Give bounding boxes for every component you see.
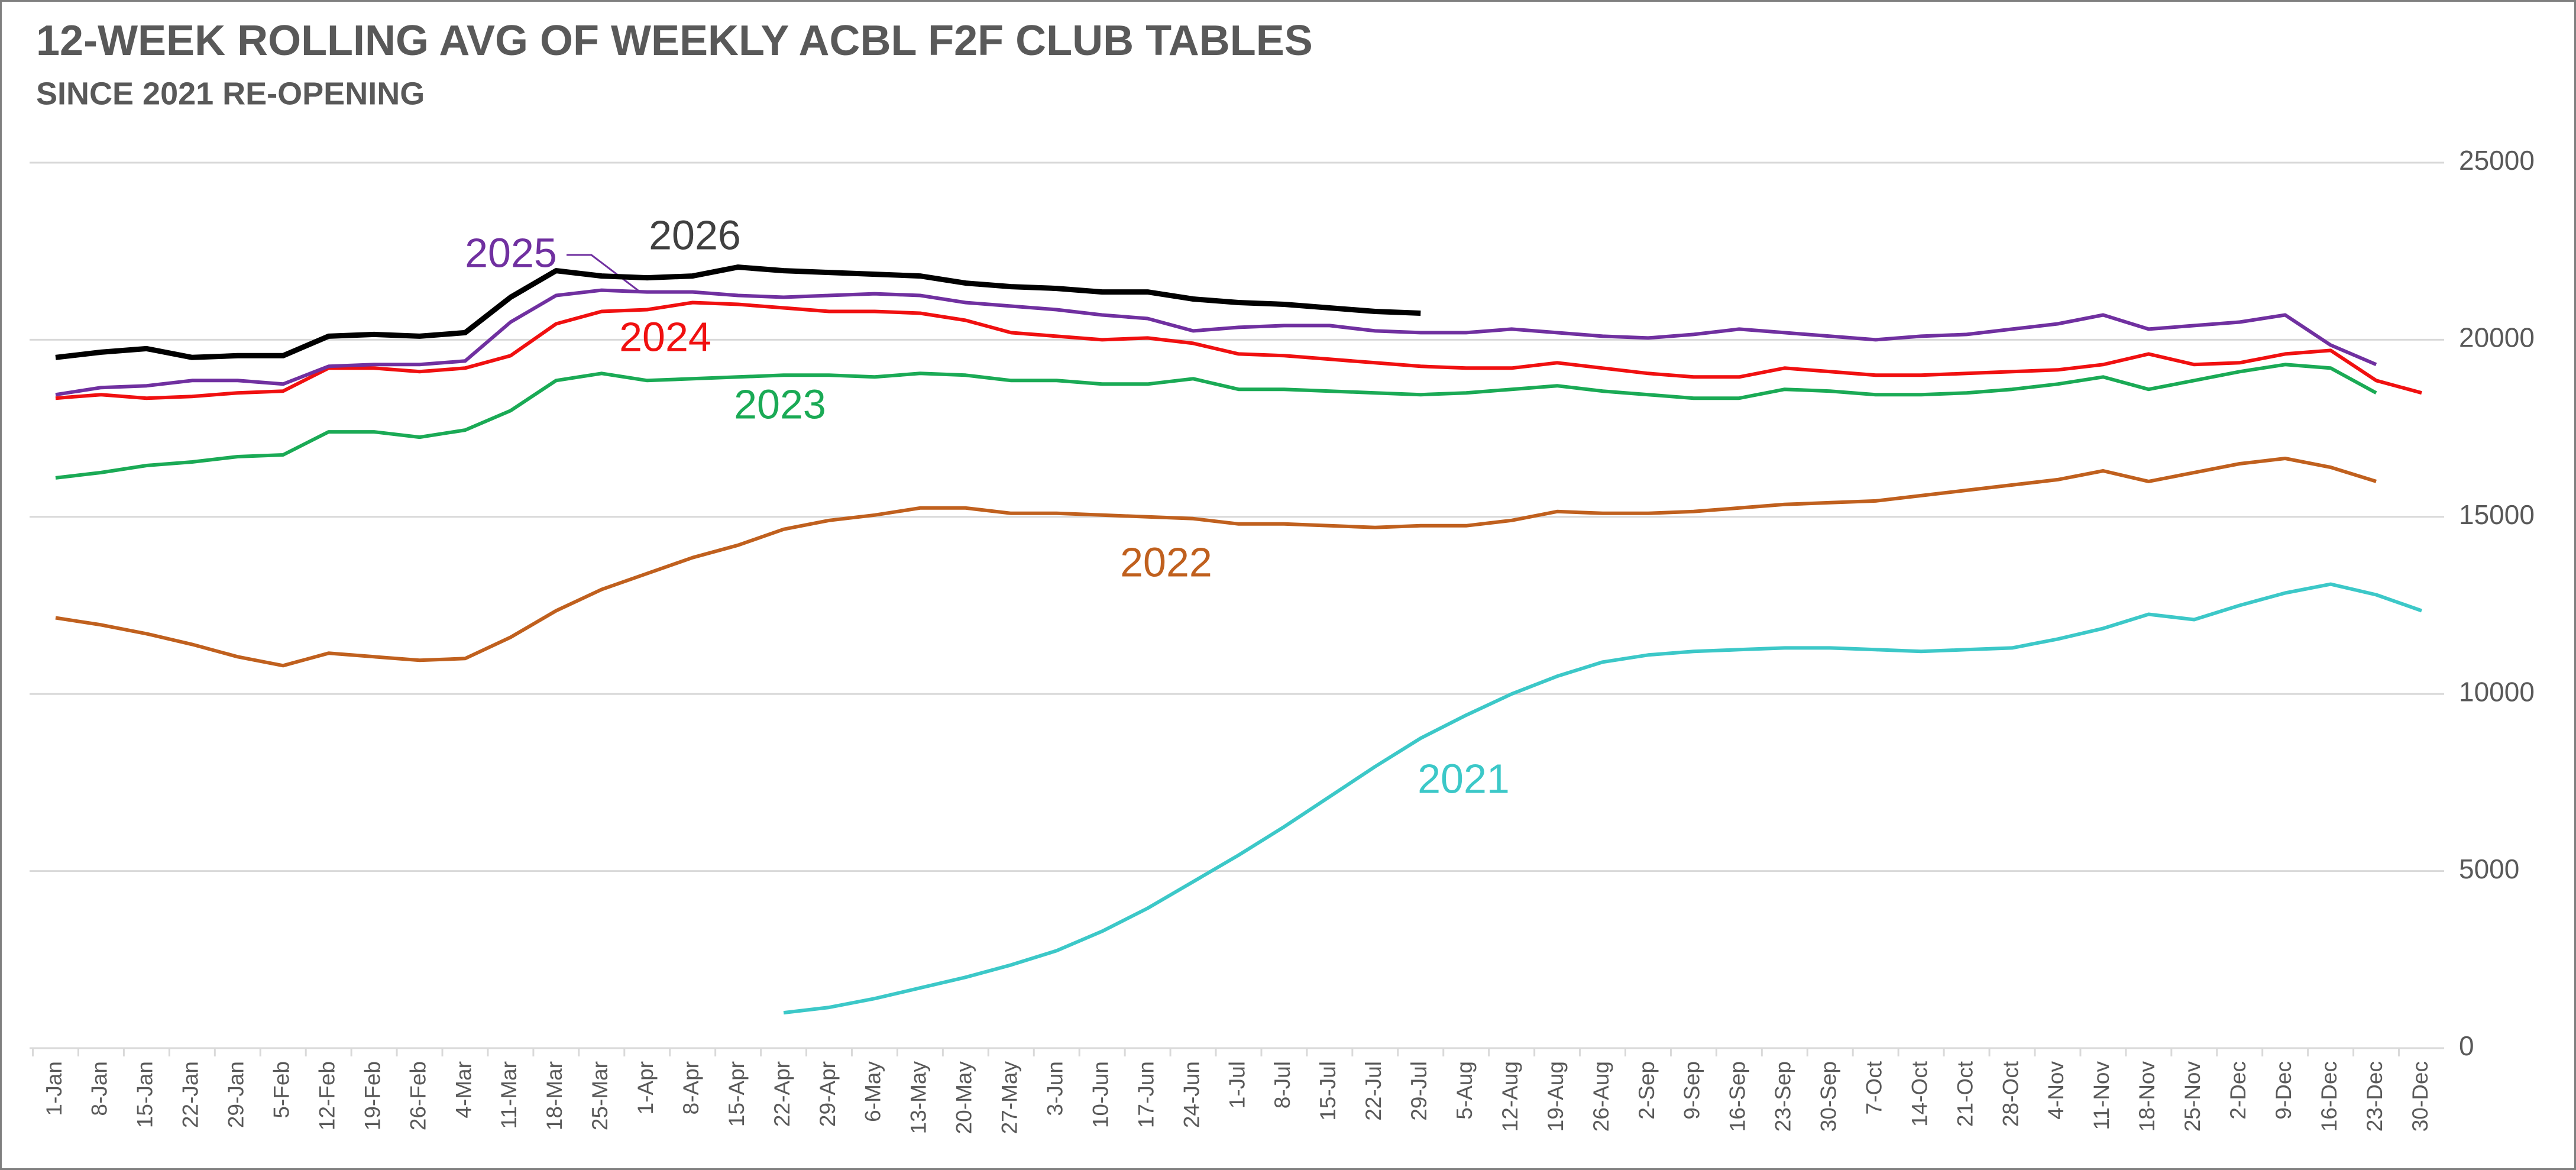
x-tick-label: 30-Dec xyxy=(2408,1061,2432,1132)
y-tick-label: 20000 xyxy=(2459,322,2535,353)
x-tick-label: 1-Jul xyxy=(1225,1061,1249,1108)
chart-subtitle: SINCE 2021 RE-OPENING xyxy=(36,76,425,111)
x-tick-label: 26-Feb xyxy=(406,1061,430,1130)
series-line xyxy=(783,582,2422,1015)
x-tick-label: 21-Oct xyxy=(1953,1061,1977,1127)
x-tick-label: 18-Nov xyxy=(2135,1061,2159,1132)
series-line xyxy=(55,288,2377,397)
x-tick-label: 5-Aug xyxy=(1452,1061,1477,1120)
x-tick-label: 4-Mar xyxy=(451,1061,475,1119)
x-tick-label: 4-Nov xyxy=(2044,1061,2068,1120)
y-tick-label: 0 xyxy=(2459,1030,2474,1061)
x-tick-label: 19-Aug xyxy=(1543,1061,1568,1132)
x-tick-label: 11-Mar xyxy=(497,1061,521,1129)
series-label: 2022 xyxy=(1120,539,1212,585)
series-label: 2021 xyxy=(1418,755,1510,801)
x-tick-label: 11-Nov xyxy=(2089,1061,2114,1130)
x-tick-label: 22-Jan xyxy=(179,1061,203,1128)
x-tick-label: 25-Nov xyxy=(2180,1061,2205,1132)
x-tick-label: 30-Sep xyxy=(1817,1061,1841,1132)
x-tick-label: 12-Aug xyxy=(1498,1061,1522,1132)
x-tick-label: 8-Apr xyxy=(679,1061,703,1114)
x-tick-label: 26-Aug xyxy=(1589,1061,1613,1132)
series-label: 2023 xyxy=(734,381,826,427)
y-tick-label: 10000 xyxy=(2459,676,2535,707)
series-label: 2026 xyxy=(649,212,741,258)
series-line xyxy=(55,300,2422,400)
x-tick-label: 9-Dec xyxy=(2271,1061,2296,1120)
x-tick-label: 22-Apr xyxy=(770,1061,794,1127)
x-tick-label: 17-Jun xyxy=(1134,1061,1158,1128)
x-tick-label: 7-Oct xyxy=(1862,1061,1886,1114)
x-tick-label: 16-Dec xyxy=(2317,1061,2341,1132)
x-tick-label: 10-Jun xyxy=(1088,1061,1112,1128)
x-tick-label: 24-Jun xyxy=(1179,1061,1203,1128)
x-tick-label: 5-Feb xyxy=(269,1061,293,1119)
series-line xyxy=(55,363,2377,480)
chart-title: 12-WEEK ROLLING AVG OF WEEKLY ACBL F2F C… xyxy=(36,17,1313,64)
x-tick-label: 19-Feb xyxy=(360,1061,384,1130)
x-tick-label: 22-Jul xyxy=(1361,1061,1386,1121)
x-tick-label: 2-Dec xyxy=(2226,1061,2250,1120)
x-tick-label: 29-Apr xyxy=(815,1061,840,1127)
x-tick-label: 12-Feb xyxy=(315,1061,339,1130)
x-tick-label: 8-Jul xyxy=(1270,1061,1295,1108)
x-tick-label: 15-Jul xyxy=(1316,1061,1340,1121)
x-tick-label: 29-Jan xyxy=(224,1061,248,1128)
y-tick-label: 25000 xyxy=(2459,145,2535,176)
y-tick-label: 15000 xyxy=(2459,499,2535,530)
x-tick-label: 23-Sep xyxy=(1771,1061,1795,1132)
x-tick-label: 3-Jun xyxy=(1043,1061,1067,1116)
x-tick-label: 8-Jan xyxy=(88,1061,112,1116)
x-tick-label: 29-Jul xyxy=(1407,1061,1431,1121)
x-tick-label: 2-Sep xyxy=(1635,1061,1659,1120)
label-leader xyxy=(567,254,641,293)
series-label: 2024 xyxy=(619,313,711,360)
series-label: 2025 xyxy=(465,230,557,276)
x-tick-label: 13-May xyxy=(907,1061,931,1135)
x-tick-label: 16-Sep xyxy=(1726,1061,1750,1132)
x-tick-label: 9-Sep xyxy=(1680,1061,1704,1120)
x-tick-label: 14-Oct xyxy=(1907,1061,1931,1127)
x-tick-label: 20-May xyxy=(952,1061,976,1135)
x-tick-label: 23-Dec xyxy=(2363,1061,2387,1132)
x-tick-label: 15-Jan xyxy=(133,1061,157,1128)
x-tick-label: 27-May xyxy=(998,1061,1022,1135)
x-tick-label: 1-Apr xyxy=(633,1061,658,1114)
x-tick-label: 1-Jan xyxy=(42,1061,66,1116)
y-tick-label: 5000 xyxy=(2459,854,2519,884)
series-line xyxy=(55,457,2377,668)
x-tick-label: 15-Apr xyxy=(724,1061,749,1127)
x-tick-label: 18-Mar xyxy=(542,1061,567,1130)
x-tick-label: 28-Oct xyxy=(1998,1061,2022,1127)
x-tick-label: 25-Mar xyxy=(588,1061,612,1130)
x-tick-label: 6-May xyxy=(861,1061,885,1122)
series-line xyxy=(55,264,1421,360)
